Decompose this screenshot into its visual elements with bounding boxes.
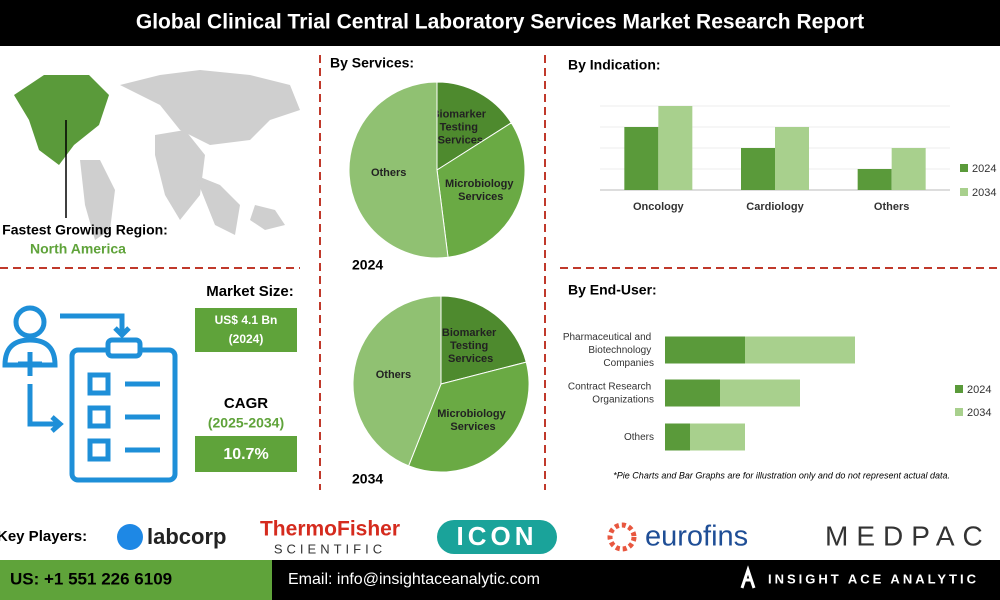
email: Email: info@insightaceanalytic.com [288, 571, 540, 588]
pie-slice [436, 81, 512, 171]
note: *Pie Charts and Bar Graphs are for illus… [613, 470, 950, 480]
bar-segment [720, 379, 800, 407]
bar-segment [745, 336, 855, 364]
bar [775, 127, 809, 190]
slice-label: Microbiology Services [445, 178, 517, 203]
legend-swatch [955, 385, 963, 393]
key-players-label: Key Players: [0, 528, 87, 545]
logo-icon [607, 522, 637, 552]
slice-label: Biomarker Testing Services [442, 327, 499, 365]
slice-label: Microbiology Services [437, 408, 509, 433]
legend-swatch [955, 408, 963, 416]
bar-segment [665, 336, 745, 364]
chart-title: By Indication: [568, 57, 661, 73]
bar [891, 148, 926, 190]
bar [857, 169, 892, 190]
slice-label: Biomarker Testing Services [432, 108, 489, 146]
brand: INSIGHT ACE ANALYTIC [768, 571, 979, 586]
cagr-label: CAGR [224, 395, 268, 412]
pie-slice [352, 295, 442, 467]
company: ThermoFisher [260, 518, 400, 541]
legend-swatch [960, 188, 968, 196]
company: MEDPAC [825, 520, 991, 551]
world-map [14, 70, 300, 240]
legend-label: 2034 [967, 407, 991, 419]
chart-title: By End-User: [568, 282, 657, 298]
pie-year: 2024 [352, 257, 383, 273]
logo-icon [117, 524, 143, 550]
logo-bg [437, 520, 557, 554]
phone-bar [0, 560, 272, 600]
market-size-label: Market Size: [206, 283, 294, 300]
slice-label: Others [376, 369, 411, 381]
company: ICON [457, 521, 538, 551]
clipboard-icon [2, 305, 178, 483]
x-tick-label: Others [874, 201, 909, 213]
pie-slice [407, 361, 530, 473]
cagr-box [195, 436, 297, 472]
y-tick-label: Others [624, 432, 654, 443]
company: labcorp [147, 524, 226, 549]
legend-swatch [960, 164, 968, 172]
slice-label: Others [371, 167, 406, 179]
x-tick-label: Oncology [633, 201, 685, 213]
company: eurofins [645, 521, 748, 553]
y-tick-label: Pharmaceutical and Biotechnology Compani… [563, 332, 654, 369]
bar [658, 106, 693, 190]
market-size-box [195, 308, 297, 352]
cagr-period: (2025-2034) [208, 415, 284, 431]
y-tick-label: Contract Research Organizations [568, 381, 654, 405]
market-size-year: (2024) [229, 332, 264, 346]
legend-label: 2034 [972, 187, 996, 199]
company: SCIENTIFIC [274, 541, 386, 556]
title: Global Clinical Trial Central Laboratory… [136, 11, 864, 34]
region-value: North America [30, 241, 126, 257]
contact-bar [272, 560, 1000, 600]
pie-slice [348, 81, 449, 259]
pie-year: 2034 [352, 471, 383, 487]
market-size-value: US$ 4.1 Bn [215, 313, 278, 327]
bar-segment [665, 379, 720, 407]
x-tick-label: Cardiology [746, 201, 804, 213]
bar-segment [690, 423, 745, 451]
pie-slice [440, 295, 527, 385]
phone: US: +1 551 226 6109 [10, 569, 172, 588]
legend-label: 2024 [967, 384, 991, 396]
legend-label: 2024 [972, 163, 996, 175]
brand-icon [740, 565, 756, 589]
header-bar [0, 0, 1000, 46]
region-label: Fastest Growing Region: [2, 222, 168, 238]
bar [741, 148, 775, 190]
bar-segment [665, 423, 690, 451]
bar [624, 127, 659, 190]
chart-title: By Services: [330, 55, 414, 71]
cagr-value: 10.7% [223, 446, 268, 463]
pie-slice [436, 122, 526, 258]
